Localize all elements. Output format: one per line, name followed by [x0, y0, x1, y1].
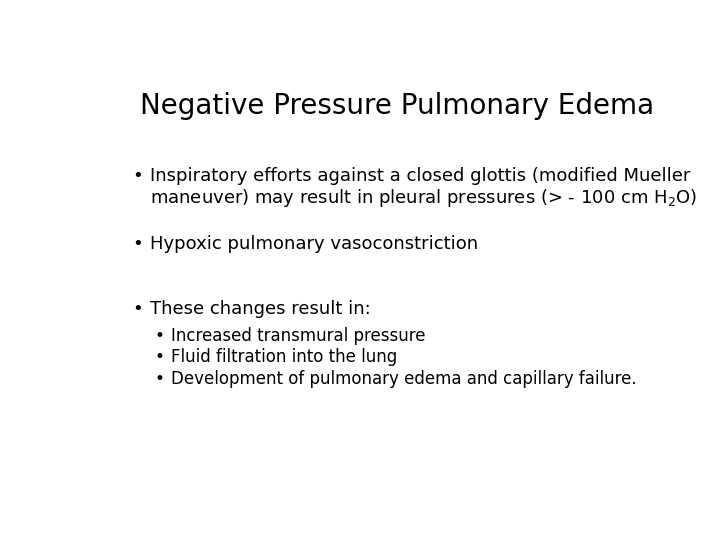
Text: •: • [132, 235, 143, 253]
Text: maneuver) may result in pleural pressures (> - 100 cm H$_2$O): maneuver) may result in pleural pressure… [150, 187, 698, 208]
Text: Increased transmural pressure: Increased transmural pressure [171, 327, 426, 345]
Text: •: • [132, 167, 143, 185]
Text: •: • [154, 370, 164, 388]
Text: Development of pulmonary edema and capillary failure.: Development of pulmonary edema and capil… [171, 370, 636, 388]
Text: •: • [132, 300, 143, 318]
Text: Hypoxic pulmonary vasoconstriction: Hypoxic pulmonary vasoconstriction [150, 235, 478, 253]
Text: Negative Pressure Pulmonary Edema: Negative Pressure Pulmonary Edema [140, 92, 654, 120]
Text: •: • [154, 348, 164, 366]
Text: These changes result in:: These changes result in: [150, 300, 371, 318]
Text: Inspiratory efforts against a closed glottis (modified Mueller: Inspiratory efforts against a closed glo… [150, 167, 690, 185]
Text: •: • [154, 327, 164, 345]
Text: Fluid filtration into the lung: Fluid filtration into the lung [171, 348, 397, 366]
